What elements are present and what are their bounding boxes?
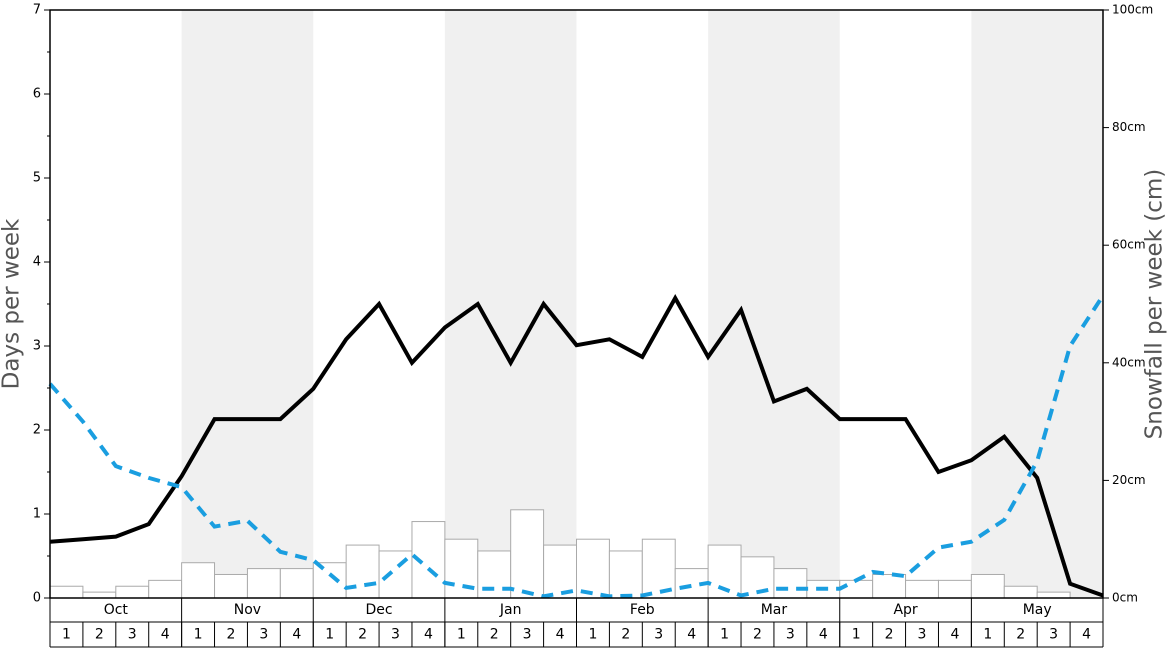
week-label: 3 — [786, 627, 795, 643]
week-label: 3 — [391, 627, 400, 643]
bar — [1036, 591, 1071, 599]
week-label: 2 — [753, 627, 762, 643]
bar — [49, 585, 84, 599]
week-label: 1 — [588, 627, 597, 643]
month-label: Jan — [499, 602, 522, 618]
y-tick-label: 2 — [33, 423, 41, 438]
bar — [510, 509, 545, 599]
y-tick-label: 4 — [33, 255, 41, 270]
week-label: 1 — [720, 627, 729, 643]
week-label: 1 — [194, 627, 203, 643]
week-label: 4 — [687, 627, 696, 643]
line — [48, 294, 1105, 599]
y-tick-label: 3 — [33, 339, 41, 354]
bar — [872, 573, 907, 599]
week-label: 3 — [918, 627, 927, 643]
y-tick-label: 7 — [33, 3, 41, 18]
month-label: Dec — [366, 602, 393, 618]
bar — [279, 568, 314, 599]
y-tick-label: 6 — [33, 87, 41, 102]
bar — [214, 573, 248, 599]
week-label: 3 — [259, 627, 268, 643]
week-label: 3 — [654, 627, 663, 643]
week-label: 4 — [819, 627, 828, 643]
y-tick-label: 5 — [33, 171, 41, 186]
bar — [937, 579, 972, 599]
month-band — [971, 10, 1103, 598]
week-label: 4 — [292, 627, 301, 643]
week-label: 3 — [523, 627, 532, 643]
bar — [246, 568, 281, 599]
bar — [312, 562, 347, 599]
month-label: Mar — [761, 602, 788, 618]
week-label: 2 — [885, 627, 894, 643]
bar — [148, 579, 183, 599]
week-label: 1 — [325, 627, 334, 643]
week-label: 2 — [490, 627, 499, 643]
month-band — [181, 10, 314, 598]
week-label: 2 — [227, 627, 236, 643]
bar — [1003, 585, 1038, 599]
bar — [576, 538, 610, 599]
bar — [608, 550, 643, 599]
week-label: 1 — [983, 627, 992, 643]
week-label: 4 — [161, 627, 170, 643]
month-label: Nov — [234, 602, 261, 618]
y2-tick-label: 20cm — [1112, 473, 1146, 487]
week-label: 2 — [621, 627, 630, 643]
week-label: 2 — [1016, 627, 1025, 643]
week-label: 1 — [852, 627, 861, 643]
month-label: May — [1023, 602, 1052, 618]
month-label: Apr — [893, 602, 917, 618]
bar — [181, 562, 216, 599]
bar — [345, 544, 380, 599]
week-label: 4 — [950, 627, 959, 643]
y2-tick-label: 0cm — [1112, 591, 1138, 605]
bar — [115, 585, 150, 599]
week-label: 4 — [424, 627, 433, 643]
week-label: 3 — [1049, 627, 1058, 643]
bar — [970, 573, 1005, 599]
y2-tick-label: 80cm — [1112, 120, 1146, 134]
month-label: Oct — [104, 602, 129, 618]
month-band — [708, 10, 840, 598]
month-label: Feb — [630, 602, 655, 618]
y2-axis-label: Snowfall per week (cm) — [1142, 169, 1168, 440]
y2-tick-label: 60cm — [1112, 238, 1146, 252]
week-label: 1 — [62, 627, 71, 643]
bar — [378, 550, 413, 599]
y-tick-label: 1 — [33, 507, 41, 522]
month-band — [444, 10, 577, 598]
bar — [82, 591, 117, 599]
week-label: 4 — [556, 627, 565, 643]
bar — [773, 568, 808, 599]
y-axis-label: Days per week — [0, 218, 25, 389]
week-label: 3 — [128, 627, 137, 643]
bar — [905, 579, 939, 599]
bar — [477, 550, 512, 599]
week-label: 4 — [1082, 627, 1091, 643]
week-label: 2 — [358, 627, 367, 643]
line — [49, 294, 1104, 598]
y-tick-label: 0 — [33, 591, 41, 606]
y2-tick-label: 40cm — [1112, 355, 1146, 369]
week-label: 1 — [457, 627, 466, 643]
bar — [839, 579, 874, 599]
week-label: 2 — [95, 627, 104, 643]
y2-tick-label: 100cm — [1112, 3, 1153, 17]
